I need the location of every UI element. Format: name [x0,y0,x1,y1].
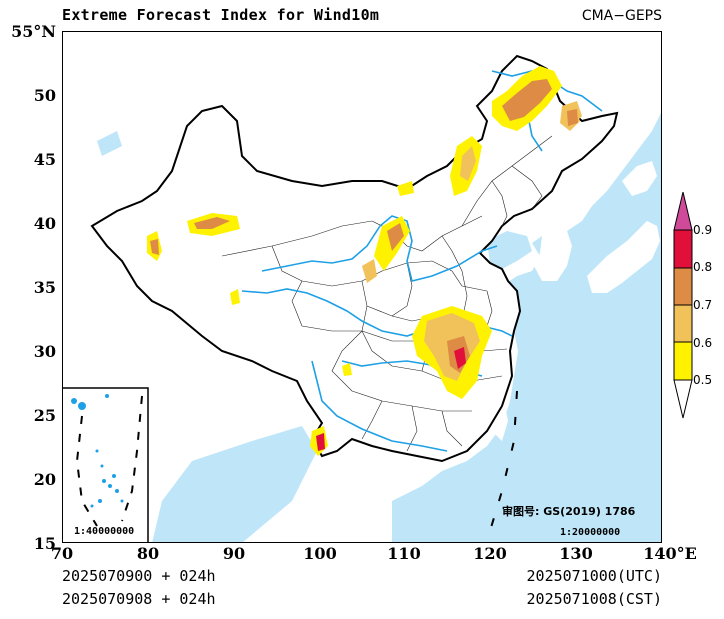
efi-region-yunnan-core [316,433,325,451]
lon-tick-140: 140°E [643,544,697,563]
inset-frame [62,387,149,543]
valid-time-cst: 2025071008(CST) [526,590,662,608]
legend-label-08: 0.8 [693,260,713,274]
efi-region-loess-core [387,223,404,251]
lon-tick-70: 70 [50,544,74,563]
province-borders [221,135,553,452]
efi-region-inner-mongolia [397,181,414,196]
inset-scale-label: 1:40000000 [74,526,134,537]
lon-tick-100: 100 [303,544,337,563]
lon-tick-120: 120 [473,544,507,563]
efi-map: 1:40000000 审图号: GS(2019) 1786 1:20000000 [62,31,662,543]
lat-tick-55: 55°N [11,22,56,41]
inset-islands [71,394,124,508]
lon-tick-110: 110 [387,544,421,563]
legend-06-07 [673,304,693,343]
inset-dash-line [75,395,143,527]
efi-region-scatter [230,289,240,305]
legend-label-09: 0.9 [693,223,713,237]
chart-title: Extreme Forecast Index for Wind10m [62,6,380,24]
efi-region-northeast-core [502,79,552,121]
efi-region-loess-south [362,259,377,283]
efi-region-scatter-sichuan [342,363,352,376]
ocean-areas [92,111,662,543]
legend-tri-top [673,192,693,231]
init-time-utc: 2025070900 + 024h [62,567,216,585]
lon-tick-90: 90 [222,544,246,563]
lat-tick-15: 15 [33,534,56,553]
main-scale-label: 1:20000000 [560,527,620,538]
legend-07-08 [673,267,693,306]
lon-tick-80: 80 [136,544,160,563]
valid-time-utc: 2025071000(UTC) [526,567,662,585]
efi-region-xinjiang-west-core [150,239,159,255]
legend-tri-bottom [673,379,693,419]
efi-region-greater-khingan-core [460,146,476,181]
legend-label-07: 0.7 [693,298,713,312]
lat-tick-50: 50 [33,86,56,105]
lat-tick-25: 25 [33,406,56,425]
lat-tick-30: 30 [33,342,56,361]
legend-label-06: 0.6 [693,336,713,350]
legend-label-05: 0.5 [693,373,713,387]
south-china-sea-inset: 1:40000000 [62,387,149,543]
lon-tick-130: 130 [559,544,593,563]
lat-tick-20: 20 [33,470,56,489]
efi-legend [673,192,693,419]
efi-shading [147,66,582,456]
efi-region-far-east [567,109,578,126]
legend-05-06 [673,341,693,381]
efi-region-central-peak [454,347,466,369]
lat-tick-35: 35 [33,278,56,297]
model-source-label: CMA−GEPS [581,8,662,24]
approval-label: 审图号: GS(2019) 1786 [502,504,636,518]
lat-tick-40: 40 [33,214,56,233]
lat-tick-45: 45 [33,150,56,169]
init-time-cst: 2025070908 + 024h [62,590,216,608]
efi-region-xinjiang-north-core [194,217,230,229]
legend-08-09 [673,229,693,269]
